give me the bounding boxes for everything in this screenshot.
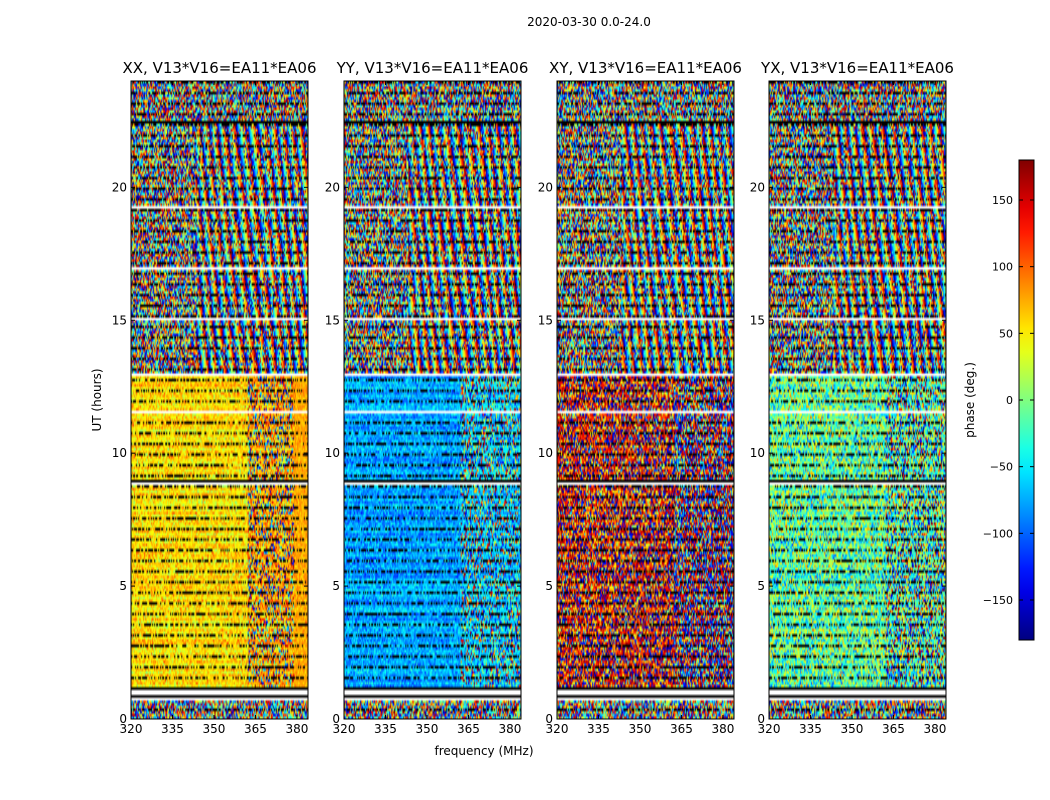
y-tick-label: 20: [538, 180, 553, 194]
x-tick-label: 335: [161, 722, 184, 736]
panel-xx: XX, V13*V16=EA11*EA06 320 335 350 365 380 0 5 10…: [112, 59, 317, 736]
y-tick-label: 5: [119, 579, 127, 593]
x-tick-label: 380: [498, 722, 521, 736]
y-tick-label: 0: [757, 712, 765, 726]
panel-xy: XY, V13*V16=EA11*EA06 320 335 350 365 380 0 5 10…: [538, 59, 742, 736]
panel-frame: [768, 80, 947, 720]
colorbar-tick-label: 50: [999, 327, 1013, 340]
x-tick-label: 365: [882, 722, 905, 736]
x-tick-label: 335: [799, 722, 822, 736]
heatmap-xx: [131, 81, 308, 719]
colorbar-tick-label: 0: [1006, 394, 1013, 407]
y-tick-label: 15: [112, 313, 127, 327]
y-tick-label: 20: [750, 180, 765, 194]
y-tick-label: 15: [750, 313, 765, 327]
heatmap-canvas: [131, 81, 308, 719]
figure-suptitle: 2020-03-30 0.0-24.0: [527, 15, 651, 29]
y-tick-label: 15: [538, 313, 553, 327]
colorbar-tick-label: −100: [983, 527, 1013, 540]
colorbar-tick-label: 150: [992, 194, 1013, 207]
y-tick-label: 10: [112, 446, 127, 460]
y-tick-label: 20: [112, 180, 127, 194]
y-tick-label: 0: [332, 712, 340, 726]
colorbar: 150 100 50 0 −50 −100 −150: [983, 159, 1035, 641]
y-tick-label: 10: [538, 446, 553, 460]
panel-yy: YY, V13*V16=EA11*EA06 320 335 350 365 380 0 5 10…: [325, 59, 529, 736]
x-tick-label: 365: [244, 722, 267, 736]
panel-frame: [343, 80, 522, 720]
x-tick-label: 380: [923, 722, 946, 736]
heatmap-canvas: [557, 81, 734, 719]
x-tick-label: 380: [711, 722, 734, 736]
heatmap-yx: [769, 81, 946, 719]
y-tick-label: 10: [750, 446, 765, 460]
x-tick-label: 320: [546, 722, 569, 736]
colorbar-label: phase (deg.): [963, 362, 977, 438]
panel-title: XX, V13*V16=EA11*EA06: [122, 59, 316, 77]
panels-layer: XX, V13*V16=EA11*EA06 320 335 350 365 380 0 5 10…: [112, 59, 954, 736]
x-tick-label: 365: [457, 722, 480, 736]
y-tick-label: 0: [545, 712, 553, 726]
y-tick-label: 20: [325, 180, 340, 194]
x-tick-label: 320: [120, 722, 143, 736]
colorbar-tick-label: −150: [983, 594, 1013, 607]
panel-frame: [130, 80, 309, 720]
panel-title: XY, V13*V16=EA11*EA06: [549, 59, 742, 77]
heatmap-xy: [557, 81, 734, 719]
x-axis-label: frequency (MHz): [434, 744, 533, 758]
y-tick-label: 5: [332, 579, 340, 593]
y-tick-label: 5: [757, 579, 765, 593]
y-tick-label: 10: [325, 446, 340, 460]
heatmap-canvas: [769, 81, 946, 719]
x-tick-label: 350: [416, 722, 439, 736]
x-tick-label: 365: [670, 722, 693, 736]
heatmap-canvas: [344, 81, 521, 719]
x-tick-label: 350: [841, 722, 864, 736]
x-tick-label: 320: [333, 722, 356, 736]
panel-frame: [556, 80, 735, 720]
x-tick-label: 380: [285, 722, 308, 736]
x-tick-label: 335: [374, 722, 397, 736]
panel-title: YY, V13*V16=EA11*EA06: [336, 59, 529, 77]
x-tick-label: 335: [587, 722, 610, 736]
panel-title: YX, V13*V16=EA11*EA06: [760, 59, 954, 77]
y-tick-label: 5: [545, 579, 553, 593]
heatmap-yy: [344, 81, 521, 719]
x-tick-label: 350: [629, 722, 652, 736]
y-tick-label: 15: [325, 313, 340, 327]
colorbar-tick-label: −50: [990, 461, 1013, 474]
x-tick-label: 350: [203, 722, 226, 736]
y-tick-label: 0: [119, 712, 127, 726]
x-tick-label: 320: [758, 722, 781, 736]
colorbar-tick-label: 100: [992, 261, 1013, 274]
panel-yx: YX, V13*V16=EA11*EA06 320 335 350 365 380 0 5 10…: [750, 59, 954, 736]
y-axis-label: UT (hours): [90, 368, 104, 431]
